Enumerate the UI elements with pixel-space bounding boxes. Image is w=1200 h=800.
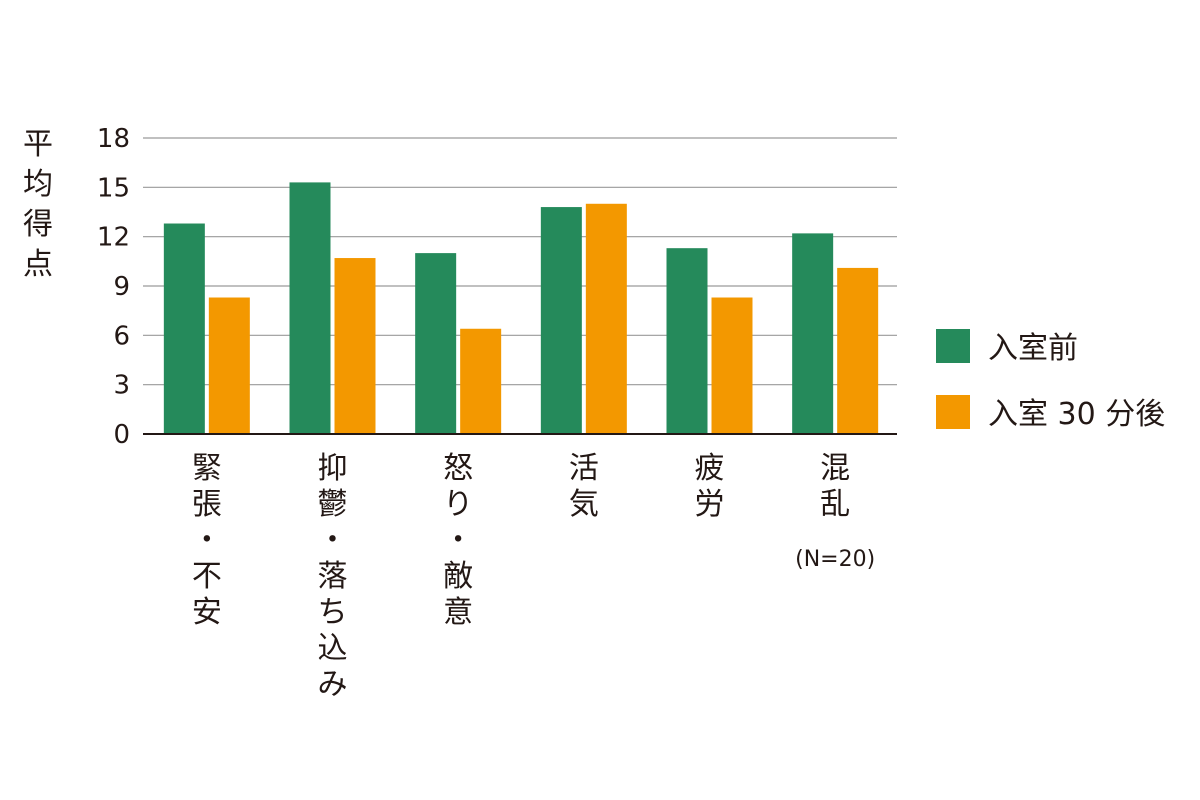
x-category-char: 張 <box>192 487 222 522</box>
x-category-char: 抑 <box>318 451 348 486</box>
x-category-char: ・ <box>443 523 473 558</box>
bar <box>711 297 753 434</box>
x-category-char: 緊 <box>192 451 222 486</box>
y-tick-label: 18 <box>97 124 130 154</box>
bar <box>163 223 205 434</box>
bar <box>585 203 627 434</box>
y-tick-label: 15 <box>97 173 130 203</box>
bar <box>666 248 708 434</box>
x-category-char: 労 <box>695 487 725 522</box>
x-category-char: ・ <box>318 523 348 558</box>
x-category-char: ・ <box>192 523 222 558</box>
bar <box>540 207 582 434</box>
x-category-char: 意 <box>443 595 473 630</box>
x-category-char: ち <box>318 595 348 630</box>
legend-label: 入室 30 分後 <box>988 397 1165 432</box>
x-category-char: り <box>443 487 473 522</box>
x-category-char: 不 <box>192 559 222 594</box>
x-category-char: 敵 <box>443 559 473 594</box>
x-category-char: 落 <box>318 559 348 594</box>
gridlines <box>143 137 897 386</box>
y-axis-label-char: 得 <box>23 207 53 242</box>
y-axis-label-char: 平 <box>23 127 53 162</box>
legend-swatch <box>936 329 970 363</box>
y-tick-label: 0 <box>113 420 130 450</box>
x-category-char: 込 <box>318 631 348 666</box>
legend-swatch <box>936 395 970 429</box>
x-category-char: 鬱 <box>318 487 348 522</box>
y-tick-labels: 0 3 6 9 12 15 18 <box>97 124 130 450</box>
bar <box>460 328 502 434</box>
bar <box>334 258 376 434</box>
x-category-char: 混 <box>820 451 850 486</box>
bar <box>837 267 879 434</box>
x-category-label: 怒り・敵意 <box>443 451 473 630</box>
x-category-char: 疲 <box>695 451 725 486</box>
x-category-label: 活気 <box>569 451 599 522</box>
x-category-label: 緊張・不安 <box>192 451 222 630</box>
x-category-char: 気 <box>569 487 599 522</box>
bar <box>208 297 250 434</box>
bar <box>289 182 331 434</box>
bar <box>415 253 457 434</box>
x-category-char: 安 <box>192 595 222 630</box>
bar <box>792 233 834 434</box>
x-category-char: 乱 <box>820 487 850 522</box>
x-category-label: 疲労 <box>695 451 725 522</box>
x-category-char: 怒 <box>443 451 473 486</box>
y-axis-label-char: 均 <box>23 167 53 202</box>
y-tick-label: 6 <box>113 321 130 351</box>
y-axis-label-char: 点 <box>23 247 53 282</box>
x-category-label: 混乱 <box>820 451 850 522</box>
y-tick-label: 12 <box>97 223 130 253</box>
legend-label: 入室前 <box>988 331 1078 366</box>
y-tick-label: 9 <box>113 272 130 302</box>
sample-size-note: (N=20) <box>795 547 875 572</box>
y-tick-label: 3 <box>113 371 130 401</box>
x-category-char: み <box>318 667 348 702</box>
bars <box>163 182 879 434</box>
x-category-char: 活 <box>569 451 599 486</box>
